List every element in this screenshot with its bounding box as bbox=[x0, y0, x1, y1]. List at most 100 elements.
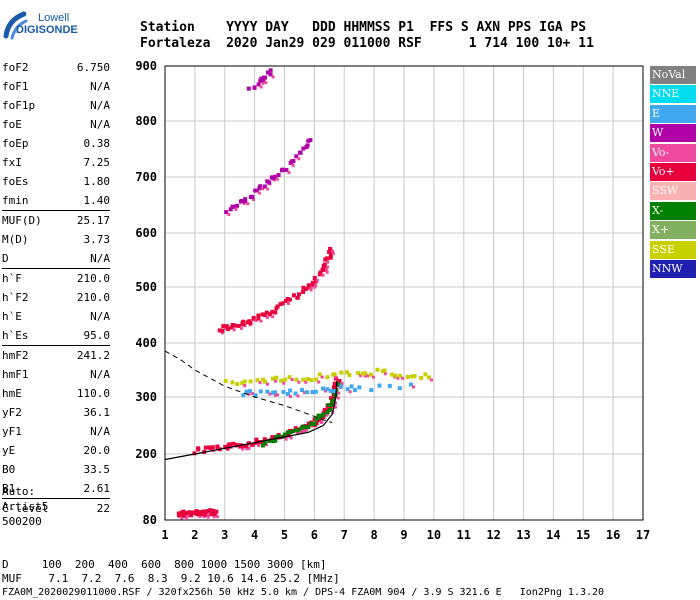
data-point bbox=[212, 512, 217, 517]
data-point bbox=[195, 512, 200, 516]
data-point bbox=[287, 297, 292, 302]
data-point bbox=[258, 381, 262, 385]
data-point bbox=[345, 387, 350, 392]
data-point bbox=[276, 434, 281, 439]
data-point bbox=[228, 207, 233, 212]
data-point bbox=[284, 437, 288, 441]
data-point bbox=[226, 327, 231, 331]
param-value: 1.80 bbox=[83, 175, 111, 188]
data-point bbox=[270, 309, 275, 314]
param-row: B0 33.5 bbox=[2, 460, 110, 479]
param-name: fmin bbox=[2, 194, 29, 207]
param-row: hmE 110.0 bbox=[2, 384, 110, 403]
x-tick-label: 8 bbox=[371, 528, 378, 542]
data-point bbox=[377, 383, 382, 388]
data-point bbox=[240, 326, 243, 330]
data-point bbox=[283, 377, 288, 382]
data-point bbox=[328, 246, 333, 251]
legend-item: NNW bbox=[650, 259, 696, 278]
data-point bbox=[258, 389, 263, 394]
data-point bbox=[270, 390, 275, 395]
data-point bbox=[281, 390, 286, 394]
data-point bbox=[294, 377, 299, 382]
data-point bbox=[279, 378, 284, 383]
data-point bbox=[280, 167, 285, 172]
data-point bbox=[232, 328, 236, 332]
data-point bbox=[363, 374, 367, 378]
y-tick-label: 600 bbox=[135, 226, 157, 240]
data-point bbox=[265, 389, 270, 394]
data-point bbox=[312, 276, 317, 280]
data-point bbox=[247, 392, 251, 396]
param-value: N/A bbox=[90, 118, 110, 131]
data-point bbox=[412, 385, 415, 389]
data-point bbox=[337, 391, 341, 395]
data-point bbox=[284, 168, 289, 172]
data-point bbox=[256, 82, 261, 87]
data-point bbox=[286, 430, 291, 435]
data-point bbox=[250, 194, 255, 199]
data-point bbox=[334, 401, 337, 405]
auto-code: 500200 bbox=[2, 515, 42, 528]
data-point bbox=[252, 85, 257, 90]
legend-item: SSE bbox=[650, 240, 696, 259]
data-point bbox=[268, 392, 272, 396]
data-point bbox=[412, 374, 417, 378]
data-point bbox=[245, 447, 249, 451]
data-point bbox=[299, 431, 303, 435]
data-point bbox=[203, 445, 208, 450]
data-point bbox=[251, 392, 255, 396]
data-point bbox=[312, 421, 317, 426]
legend-item: NNE bbox=[650, 85, 696, 104]
data-point bbox=[294, 154, 299, 159]
data-point bbox=[285, 392, 290, 396]
data-point bbox=[360, 371, 365, 376]
legend-item: W bbox=[650, 124, 696, 143]
param-row: h`Es 95.0 bbox=[2, 326, 110, 345]
data-point bbox=[189, 513, 194, 518]
data-point bbox=[278, 302, 283, 307]
param-name: foE bbox=[2, 118, 22, 131]
data-point bbox=[390, 372, 395, 377]
param-name: foF1 bbox=[2, 80, 29, 93]
param-row: yF1 N/A bbox=[2, 422, 110, 441]
data-point bbox=[280, 301, 285, 306]
data-point bbox=[397, 386, 402, 391]
data-point bbox=[322, 267, 327, 272]
data-point bbox=[328, 408, 333, 412]
data-point bbox=[371, 375, 375, 379]
x-tick-label: 1 bbox=[161, 528, 168, 542]
data-point bbox=[306, 425, 311, 430]
data-point bbox=[308, 138, 313, 143]
data-point bbox=[330, 402, 335, 407]
data-point bbox=[177, 513, 182, 518]
x-tick-label: 4 bbox=[251, 528, 258, 542]
data-point bbox=[313, 279, 318, 284]
param-name: yE bbox=[2, 444, 16, 457]
param-name: D bbox=[2, 252, 9, 265]
param-value: 95.0 bbox=[83, 329, 111, 342]
data-point bbox=[301, 290, 306, 294]
data-point bbox=[305, 143, 310, 148]
parameter-panel: foF2 6.750 foF1 N/A foF1p N/A foE N/A foEp 0.38 fx… bbox=[2, 58, 110, 518]
y-tick-label: 700 bbox=[135, 170, 157, 184]
param-value: 110.0 bbox=[76, 387, 110, 400]
data-point bbox=[241, 393, 246, 398]
param-value: 0.38 bbox=[83, 137, 111, 150]
data-point bbox=[315, 279, 319, 282]
data-point bbox=[426, 375, 431, 380]
data-point bbox=[347, 373, 352, 378]
param-name: B0 bbox=[2, 463, 16, 476]
param-row: MUF(D) 25.17 bbox=[2, 210, 110, 230]
legend-item: NoVal bbox=[650, 66, 696, 84]
data-point bbox=[261, 78, 266, 83]
data-point bbox=[272, 435, 277, 440]
data-point bbox=[243, 384, 247, 388]
data-point bbox=[196, 446, 201, 451]
param-value: 20.0 bbox=[83, 444, 111, 457]
data-point bbox=[271, 315, 275, 319]
data-point bbox=[332, 391, 337, 396]
data-point bbox=[254, 318, 258, 322]
data-point bbox=[223, 444, 228, 449]
data-point bbox=[276, 173, 281, 177]
